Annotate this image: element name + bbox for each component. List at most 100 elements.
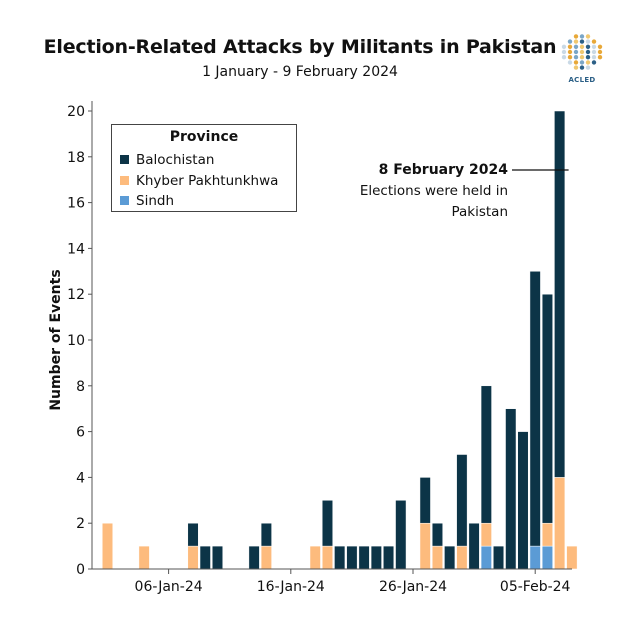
bar-balochistan (321, 500, 333, 547)
logo-dot (585, 44, 591, 49)
chart-title: Election-Related Attacks by Militants in… (43, 36, 557, 58)
legend-swatch-balochistan (120, 155, 129, 164)
legend-item-balochistan: Balochistan (120, 151, 214, 169)
logo-dot (573, 49, 579, 55)
y-tick-label: 6 (76, 425, 85, 441)
logo-dot (567, 49, 573, 55)
logo-dot (597, 55, 603, 60)
bar-khyber-pakhtunkhwa (260, 545, 272, 570)
bar-khyber-pakhtunkhwa (187, 545, 199, 570)
bar-balochistan (346, 545, 358, 570)
y-tick-label: 16 (67, 196, 85, 212)
legend-item-sindh: Sindh (120, 192, 174, 210)
election-annotation: 8 February 2024 Elections were held in P… (360, 160, 508, 223)
bar-balochistan (541, 293, 553, 524)
logo-dot (561, 55, 567, 60)
bar-sindh (529, 545, 541, 570)
annotation-line-1: Elections were held in (359, 183, 508, 199)
bar-balochistan (529, 271, 541, 547)
logo-dot (579, 55, 585, 60)
x-tick-label: 16-Jan-24 (257, 579, 325, 595)
y-tick-label: 14 (67, 241, 85, 257)
logo-dot (591, 44, 597, 49)
bar-khyber-pakhtunkhwa (431, 545, 443, 570)
bar-khyber-pakhtunkhwa (309, 545, 321, 570)
logo-dot (573, 65, 579, 70)
annotation-line-2: Pakistan (451, 204, 508, 220)
logo-dot (573, 60, 579, 65)
bar-balochistan (419, 477, 431, 524)
x-tick-label: 26-Jan-24 (379, 579, 447, 595)
logo-dot (573, 34, 579, 39)
bar-balochistan (493, 545, 505, 570)
bar-balochistan (395, 500, 407, 570)
y-tick-label: 0 (76, 562, 85, 578)
logo-dot (579, 34, 585, 39)
legend: Province Balochistan Khyber Pakhtunkhwa … (111, 124, 297, 212)
bar-balochistan (248, 545, 260, 570)
bar-khyber-pakhtunkhwa (541, 522, 553, 547)
bar-balochistan (431, 522, 443, 547)
logo-dot (591, 60, 597, 65)
logo-dot (585, 34, 591, 39)
bar-balochistan (334, 545, 346, 570)
logo-dot (591, 55, 597, 60)
bar-balochistan (517, 431, 529, 570)
bar-balochistan (468, 522, 480, 570)
bar-sindh (480, 545, 492, 570)
bar-balochistan (444, 545, 456, 570)
x-tick-label: 06-Jan-24 (135, 579, 203, 595)
bar-khyber-pakhtunkhwa (456, 545, 468, 570)
acled-globe-logo-icon (561, 34, 603, 70)
annotation-heading: 8 February 2024 (378, 162, 508, 178)
bar-balochistan (505, 408, 517, 570)
legend-label-sindh: Sindh (136, 193, 175, 209)
bar-balochistan (358, 545, 370, 570)
bar-khyber-pakhtunkhwa (321, 545, 333, 570)
logo-dot (597, 49, 603, 55)
bar-balochistan (199, 545, 211, 570)
chart-subtitle: 1 January - 9 February 2024 (202, 64, 398, 80)
logo-dot (585, 39, 591, 44)
y-axis-title: Number of Events (48, 269, 64, 410)
bar-balochistan (480, 385, 492, 524)
logo-dot (561, 44, 567, 49)
bar-khyber-pakhtunkhwa (138, 545, 150, 570)
bar-balochistan (211, 545, 223, 570)
logo-dot (567, 55, 573, 60)
bar-sindh (541, 545, 553, 570)
logo-dot (585, 49, 591, 55)
y-tick-label: 12 (67, 287, 85, 303)
logo-dot (585, 55, 591, 60)
legend-title: Province (169, 129, 239, 145)
y-tick-label: 18 (67, 150, 85, 166)
logo-dot (591, 49, 597, 55)
logo-dot (579, 60, 585, 65)
x-tick-label: 05-Feb-24 (500, 579, 571, 595)
logo-dot (597, 44, 603, 49)
bar-balochistan (383, 545, 395, 570)
bar-khyber-pakhtunkhwa (102, 522, 113, 570)
acled-logo-label: ACLED (568, 76, 596, 84)
logo-dot (567, 39, 573, 44)
logo-dot (585, 65, 591, 70)
bar-khyber-pakhtunkhwa (480, 522, 492, 547)
legend-label-balochistan: Balochistan (136, 152, 215, 168)
bar-balochistan (370, 545, 382, 570)
logo-dot (579, 39, 585, 44)
logo-dot (567, 44, 573, 49)
logo-dot (591, 39, 597, 44)
y-tick-label: 10 (67, 333, 85, 349)
y-tick-label: 20 (67, 104, 85, 120)
logo-dot (573, 39, 579, 44)
bar-balochistan (260, 522, 272, 547)
y-tick-label: 4 (76, 470, 85, 486)
y-tick-label: 8 (76, 379, 85, 395)
logo-dot (579, 65, 585, 70)
logo-dot (573, 44, 579, 49)
bar-khyber-pakhtunkhwa (554, 477, 566, 570)
legend-swatch-sindh (120, 196, 129, 205)
y-tick-label: 2 (76, 516, 85, 532)
legend-label-khyber-pakhtunkhwa: Khyber Pakhtunkhwa (136, 173, 279, 189)
bar-balochistan (456, 454, 468, 547)
